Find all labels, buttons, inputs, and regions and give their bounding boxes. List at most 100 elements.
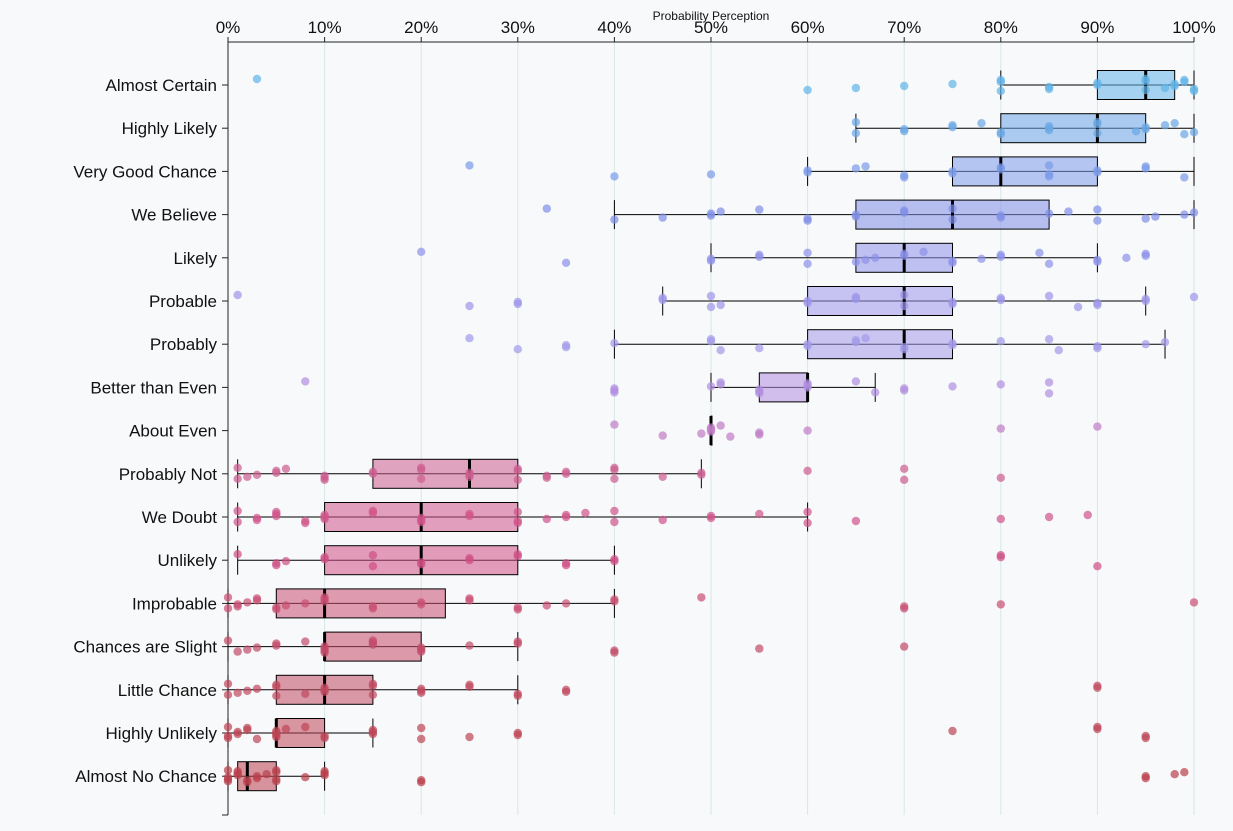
data-point <box>1141 249 1150 258</box>
data-point <box>223 731 233 741</box>
data-point <box>658 515 667 525</box>
data-point <box>716 346 725 355</box>
data-point <box>1093 205 1102 214</box>
data-point <box>1093 298 1102 308</box>
data-point <box>900 475 909 484</box>
data-point <box>223 593 233 602</box>
iqr-box <box>1000 113 1147 144</box>
data-point <box>465 161 474 170</box>
data-point <box>996 551 1005 560</box>
data-point <box>417 463 426 472</box>
data-point <box>1141 772 1150 781</box>
data-point <box>996 473 1005 482</box>
data-point <box>610 463 619 472</box>
data-point <box>697 468 706 477</box>
data-point <box>871 388 880 397</box>
data-point <box>706 302 716 312</box>
data-point <box>465 334 474 343</box>
category-label: Very Good Chance <box>73 162 217 181</box>
data-point <box>301 773 310 782</box>
data-point <box>281 724 291 734</box>
data-point <box>1141 162 1150 171</box>
data-point <box>417 247 426 256</box>
data-point <box>1093 562 1102 571</box>
data-point <box>755 205 764 214</box>
data-point <box>252 684 262 693</box>
data-point <box>996 128 1005 137</box>
data-point <box>948 297 957 307</box>
data-point <box>996 211 1005 220</box>
data-point <box>465 301 474 311</box>
data-point <box>851 377 861 386</box>
data-point <box>1044 335 1054 344</box>
category-label: Unlikely <box>157 551 217 570</box>
data-point <box>658 213 667 222</box>
data-point <box>948 256 957 265</box>
data-point <box>900 171 909 180</box>
data-point <box>1170 119 1179 128</box>
data-point <box>368 602 378 611</box>
data-point <box>1044 291 1054 301</box>
data-point <box>706 423 716 432</box>
x-tick-label: 20% <box>404 18 438 37</box>
data-point <box>851 118 861 127</box>
data-point <box>996 293 1005 303</box>
data-point <box>233 550 242 559</box>
data-point <box>1141 340 1150 349</box>
data-point <box>900 464 909 473</box>
data-point <box>610 339 619 348</box>
data-point <box>851 516 861 526</box>
data-point <box>272 691 281 700</box>
data-point <box>272 639 281 648</box>
data-point <box>1093 166 1102 175</box>
category-label: About Even <box>129 422 217 441</box>
data-point <box>1160 121 1170 130</box>
data-point <box>755 385 764 394</box>
data-point <box>233 474 242 483</box>
data-point <box>716 300 725 310</box>
data-point <box>272 559 281 568</box>
data-point <box>301 377 310 386</box>
data-point <box>755 644 764 653</box>
data-point <box>1035 248 1044 257</box>
iqr-box <box>1096 70 1176 100</box>
data-point <box>1044 209 1054 218</box>
data-point <box>561 341 571 350</box>
data-point <box>1044 389 1054 398</box>
iqr-box <box>807 329 953 360</box>
data-point <box>252 772 262 781</box>
data-point <box>542 204 551 213</box>
data-point <box>948 382 957 391</box>
data-point <box>513 728 522 738</box>
iqr-box <box>372 458 519 489</box>
data-point <box>706 254 716 263</box>
data-point <box>320 731 329 741</box>
data-point <box>272 726 281 736</box>
data-point <box>851 83 861 93</box>
data-point <box>320 471 329 480</box>
data-point <box>1189 84 1199 94</box>
data-point <box>233 600 242 609</box>
data-point <box>272 680 281 689</box>
data-point <box>252 643 262 652</box>
data-point <box>1093 422 1102 431</box>
data-point <box>417 513 426 523</box>
data-point <box>610 506 619 516</box>
data-point <box>223 690 233 699</box>
data-point <box>996 514 1005 524</box>
data-point <box>706 335 716 344</box>
iqr-box <box>807 286 953 316</box>
data-point <box>851 336 861 345</box>
data-point <box>900 642 909 651</box>
data-point <box>803 507 812 517</box>
data-point <box>610 420 619 429</box>
data-point <box>513 689 522 698</box>
data-point <box>716 207 725 216</box>
data-point <box>223 766 233 775</box>
data-point <box>1180 75 1189 85</box>
data-point <box>1189 598 1199 607</box>
x-tick-label: 40% <box>597 18 631 37</box>
data-point <box>658 472 667 481</box>
data-point <box>233 506 242 516</box>
